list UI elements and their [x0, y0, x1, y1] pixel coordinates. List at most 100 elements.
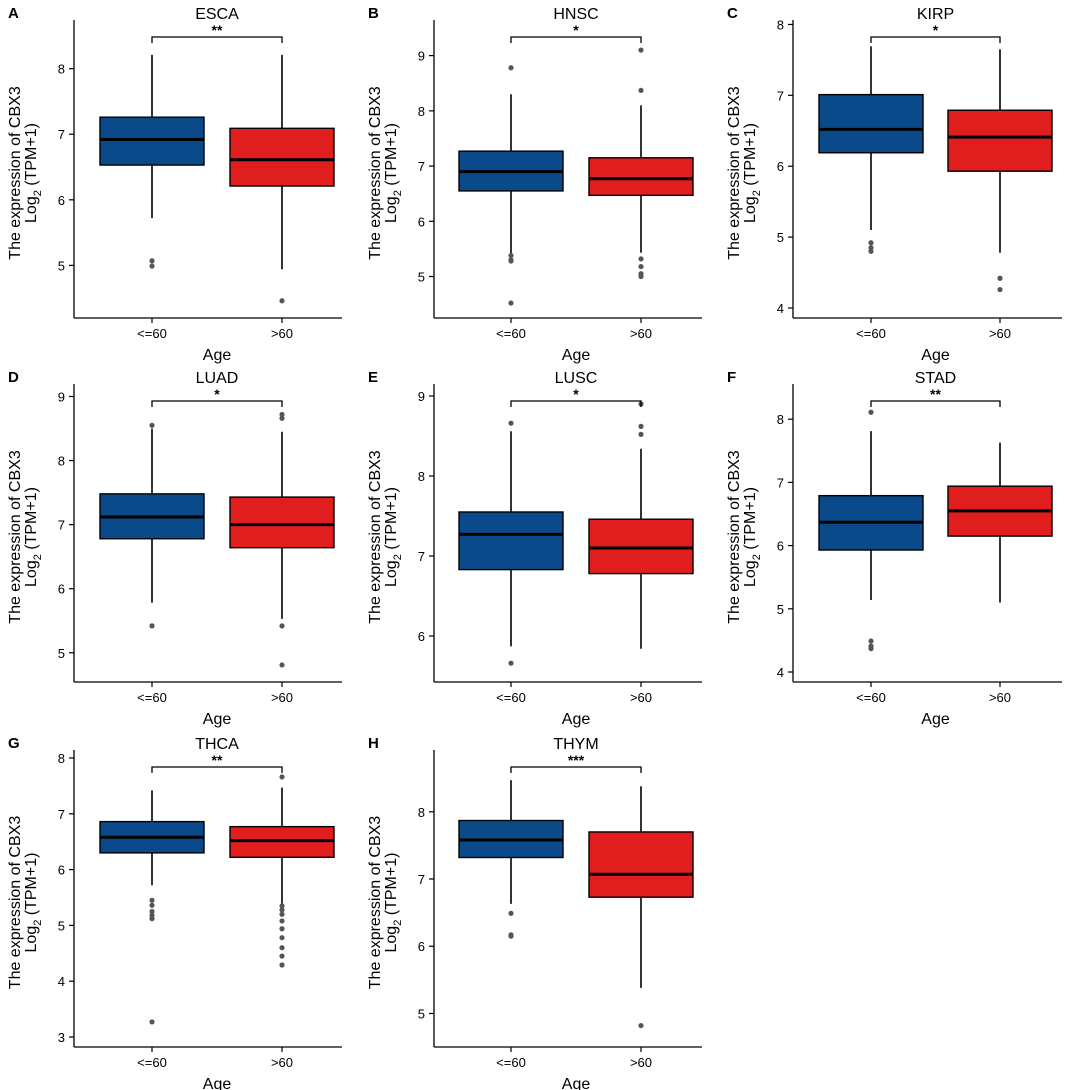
outlier-point: [279, 662, 285, 668]
chart-panel-f: F STAD 4 5 6 7 8 The expression of CBX3 Log2 (TP…: [726, 369, 1062, 728]
y-axis-subtitle-rest: (TPM+1): [742, 123, 759, 190]
outlier-point: [279, 935, 285, 941]
outlier-point: [149, 897, 155, 903]
y-tick-label: 8: [58, 454, 65, 469]
panel-title: KIRP: [917, 6, 954, 23]
box-group-1: [99, 790, 205, 1025]
y-axis-subtitle-main: Log: [383, 560, 400, 587]
x-axis-title: Age: [203, 1076, 232, 1090]
significance-bracket: [151, 400, 283, 407]
y-axis-subtitle: Log2 (TPM+1): [383, 853, 404, 953]
significance-label: *: [573, 386, 579, 402]
outlier-point: [638, 87, 644, 94]
x-axis-title: Age: [562, 347, 591, 364]
y-tick-label: 6: [418, 629, 425, 644]
box-group-2: [229, 411, 335, 668]
outlier-point: [508, 933, 514, 939]
y-axis-subtitle-subscript: 2: [392, 920, 404, 926]
panel-letter: H: [368, 735, 379, 752]
outlier-point: [868, 240, 874, 246]
outlier-point: [508, 660, 514, 666]
x-tick-label: >60: [271, 326, 293, 341]
y-axis-subtitle-subscript: 2: [32, 920, 44, 926]
panel-title: STAD: [915, 370, 956, 387]
y-axis-subtitle-main: Log: [742, 560, 759, 587]
outlier-point: [997, 275, 1003, 281]
y-tick-label: 4: [777, 301, 784, 316]
chart-panel-a: A ESCA 5 6 7 8 The expression of CBX3 Log2 (TPM…: [7, 5, 342, 364]
box-group-1: [818, 409, 924, 652]
box-iqr: [588, 157, 694, 197]
x-tick-label: >60: [630, 690, 652, 705]
panel-letter: B: [368, 5, 379, 22]
box-group-2: [588, 786, 694, 1029]
outlier-point: [868, 638, 874, 644]
box-group-1: [818, 46, 924, 254]
x-axis-title: Age: [203, 711, 232, 728]
y-axis-title: The expression of CBX3: [7, 816, 24, 990]
y-tick-label: 5: [418, 1006, 425, 1021]
outlier-point: [638, 1022, 644, 1029]
panel-letter: D: [8, 369, 19, 386]
significance-label: **: [212, 752, 223, 768]
y-axis-subtitle-subscript: 2: [32, 190, 44, 196]
outlier-point: [868, 409, 874, 415]
significance-bracket: [510, 766, 642, 773]
box-group-2: [588, 47, 694, 280]
y-axis-title: The expression of CBX3: [7, 86, 24, 260]
y-tick-label: 7: [777, 88, 784, 103]
y-tick-label: 8: [418, 805, 425, 820]
y-axis-title: The expression of CBX3: [367, 86, 384, 260]
x-axis-title: Age: [921, 347, 950, 364]
outlier-point: [638, 423, 644, 429]
panel-letter: G: [8, 735, 20, 752]
panel-letter: F: [727, 369, 736, 386]
x-axis-title: Age: [562, 1076, 591, 1090]
outlier-point: [638, 47, 644, 53]
x-tick-label: <=60: [856, 326, 886, 341]
outlier-point: [279, 953, 285, 959]
y-axis-title: The expression of CBX3: [726, 86, 743, 260]
y-tick-label: 7: [58, 518, 65, 533]
y-axis-subtitle-subscript: 2: [32, 554, 44, 560]
outlier-point: [279, 926, 285, 932]
x-axis-title: Age: [921, 711, 950, 728]
panel-title: HNSC: [553, 6, 598, 23]
y-axis-subtitle-main: Log: [23, 926, 40, 953]
y-tick-label: 6: [777, 159, 784, 174]
panel-title: LUAD: [196, 370, 239, 387]
panel-letter: E: [368, 369, 378, 386]
y-tick-label: 6: [418, 214, 425, 229]
y-tick-label: 7: [58, 807, 65, 822]
outlier-point: [997, 286, 1003, 293]
y-tick-label: 8: [777, 17, 784, 32]
y-axis-subtitle: Log2 (TPM+1): [742, 123, 763, 223]
outlier-point: [508, 258, 514, 264]
box-iqr: [947, 109, 1053, 172]
outlier-point: [279, 911, 285, 917]
x-tick-label: >60: [989, 326, 1011, 341]
outlier-point: [638, 273, 644, 280]
y-axis-subtitle-subscript: 2: [392, 554, 404, 560]
outlier-point: [279, 415, 285, 421]
outlier-point: [149, 1019, 155, 1025]
y-axis-subtitle-subscript: 2: [392, 190, 404, 196]
chart-panel-h: H THYM 5 6 7 8 The expression of CBX3 Log2 (TPM…: [367, 735, 702, 1090]
box-group-2: [229, 54, 335, 304]
outlier-point: [279, 411, 285, 418]
chart-panel-d: D LUAD 5 6 7 8 9 The expression of CBX3 Log2 (TP…: [7, 369, 342, 728]
y-axis-subtitle-rest: (TPM+1): [742, 487, 759, 554]
outlier-point: [279, 298, 285, 304]
panel-title: LUSC: [555, 370, 598, 387]
y-axis-subtitle-main: Log: [23, 196, 40, 223]
panel-title: THCA: [195, 736, 239, 753]
y-tick-label: 5: [777, 602, 784, 617]
y-axis-subtitle: Log2 (TPM+1): [23, 487, 44, 587]
box-group-1: [99, 54, 205, 269]
y-tick-label: 6: [58, 193, 65, 208]
y-tick-label: 6: [777, 539, 784, 554]
box-group-1: [458, 420, 564, 666]
box-group-2: [588, 401, 694, 649]
y-tick-label: 9: [418, 49, 425, 64]
